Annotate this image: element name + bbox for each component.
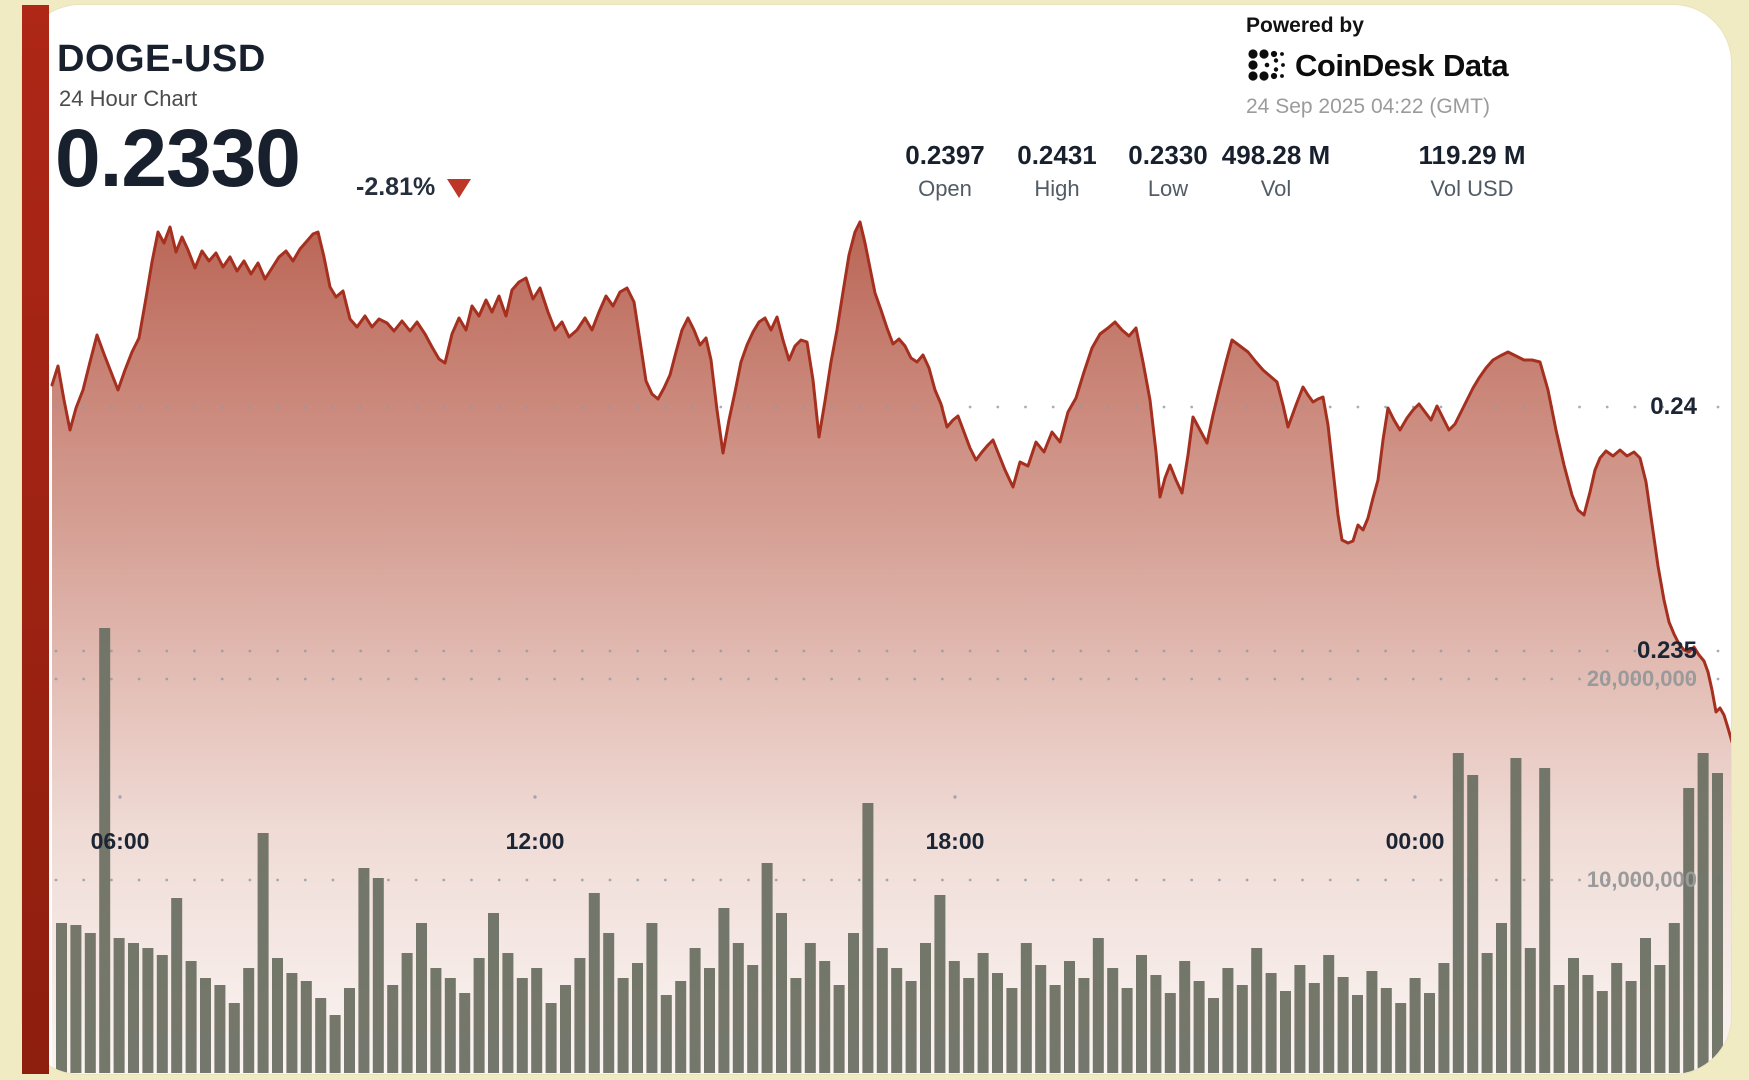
price-chart-svg [50, 220, 1731, 1074]
volume-tick-10000000: 10,000,000 [1586, 867, 1697, 892]
coindesk-logo-icon [1248, 49, 1285, 81]
provider-block: Powered by CoinDesk Data 24 Sep 2025 04:2… [1246, 14, 1538, 119]
stat-label: Vol USD [1430, 176, 1514, 201]
stat-value: 498.28 M [1221, 140, 1331, 170]
stat-value: 0.2330 [1128, 140, 1208, 170]
x-tick-0600: 06:00 [90, 828, 150, 854]
powered-by-label: Powered by [1246, 14, 1364, 37]
stat-value: 0.2397 [905, 140, 985, 170]
stat-vol-usd: 119.29 M Vol USD [1419, 140, 1526, 202]
page-title-symbol: DOGE-USD [57, 38, 266, 80]
x-tick-0000: 00:00 [1385, 828, 1445, 854]
coindesk-logo-text: CoinDesk Data [1295, 48, 1509, 84]
current-price: 0.2330 [55, 113, 301, 204]
stat-high: 0.2431 High [1017, 140, 1097, 202]
stat-label: Open [918, 176, 972, 201]
price-change-percent: -2.81% [356, 173, 436, 201]
stat-label: High [1034, 176, 1080, 201]
price-tick-0.235: 0.235 [1636, 637, 1697, 664]
arrow-down-icon [447, 179, 471, 198]
x-tick-1800: 18:00 [925, 828, 985, 854]
stat-value: 0.2431 [1017, 140, 1097, 170]
coindesk-logo-text-a: CoinDesk [1295, 48, 1434, 83]
stat-label: Vol [1260, 176, 1292, 201]
left-accent-stripe [22, 5, 49, 1074]
volume-tick-20000000: 20,000,000 [1586, 666, 1697, 691]
stat-value: 119.29 M [1418, 140, 1526, 170]
x-tick-1200: 12:00 [505, 828, 565, 854]
stat-open: 0.2397 Open [905, 140, 985, 202]
chart-subtitle: 24 Hour Chart [59, 86, 198, 111]
chart-area[interactable] [22, 5, 1731, 1074]
coindesk-logo[interactable]: CoinDesk Data [1246, 46, 1538, 86]
stat-label: Low [1147, 176, 1189, 201]
stat-vol: 498.28 M Vol [1222, 140, 1330, 202]
price-tick-0.24: 0.24 [1650, 393, 1697, 420]
coindesk-logo-text-b: Data [1442, 48, 1509, 83]
stat-low: 0.2330 Low [1128, 140, 1208, 202]
chart-timestamp: 24 Sep 2025 04:22 (GMT) [1246, 95, 1490, 118]
